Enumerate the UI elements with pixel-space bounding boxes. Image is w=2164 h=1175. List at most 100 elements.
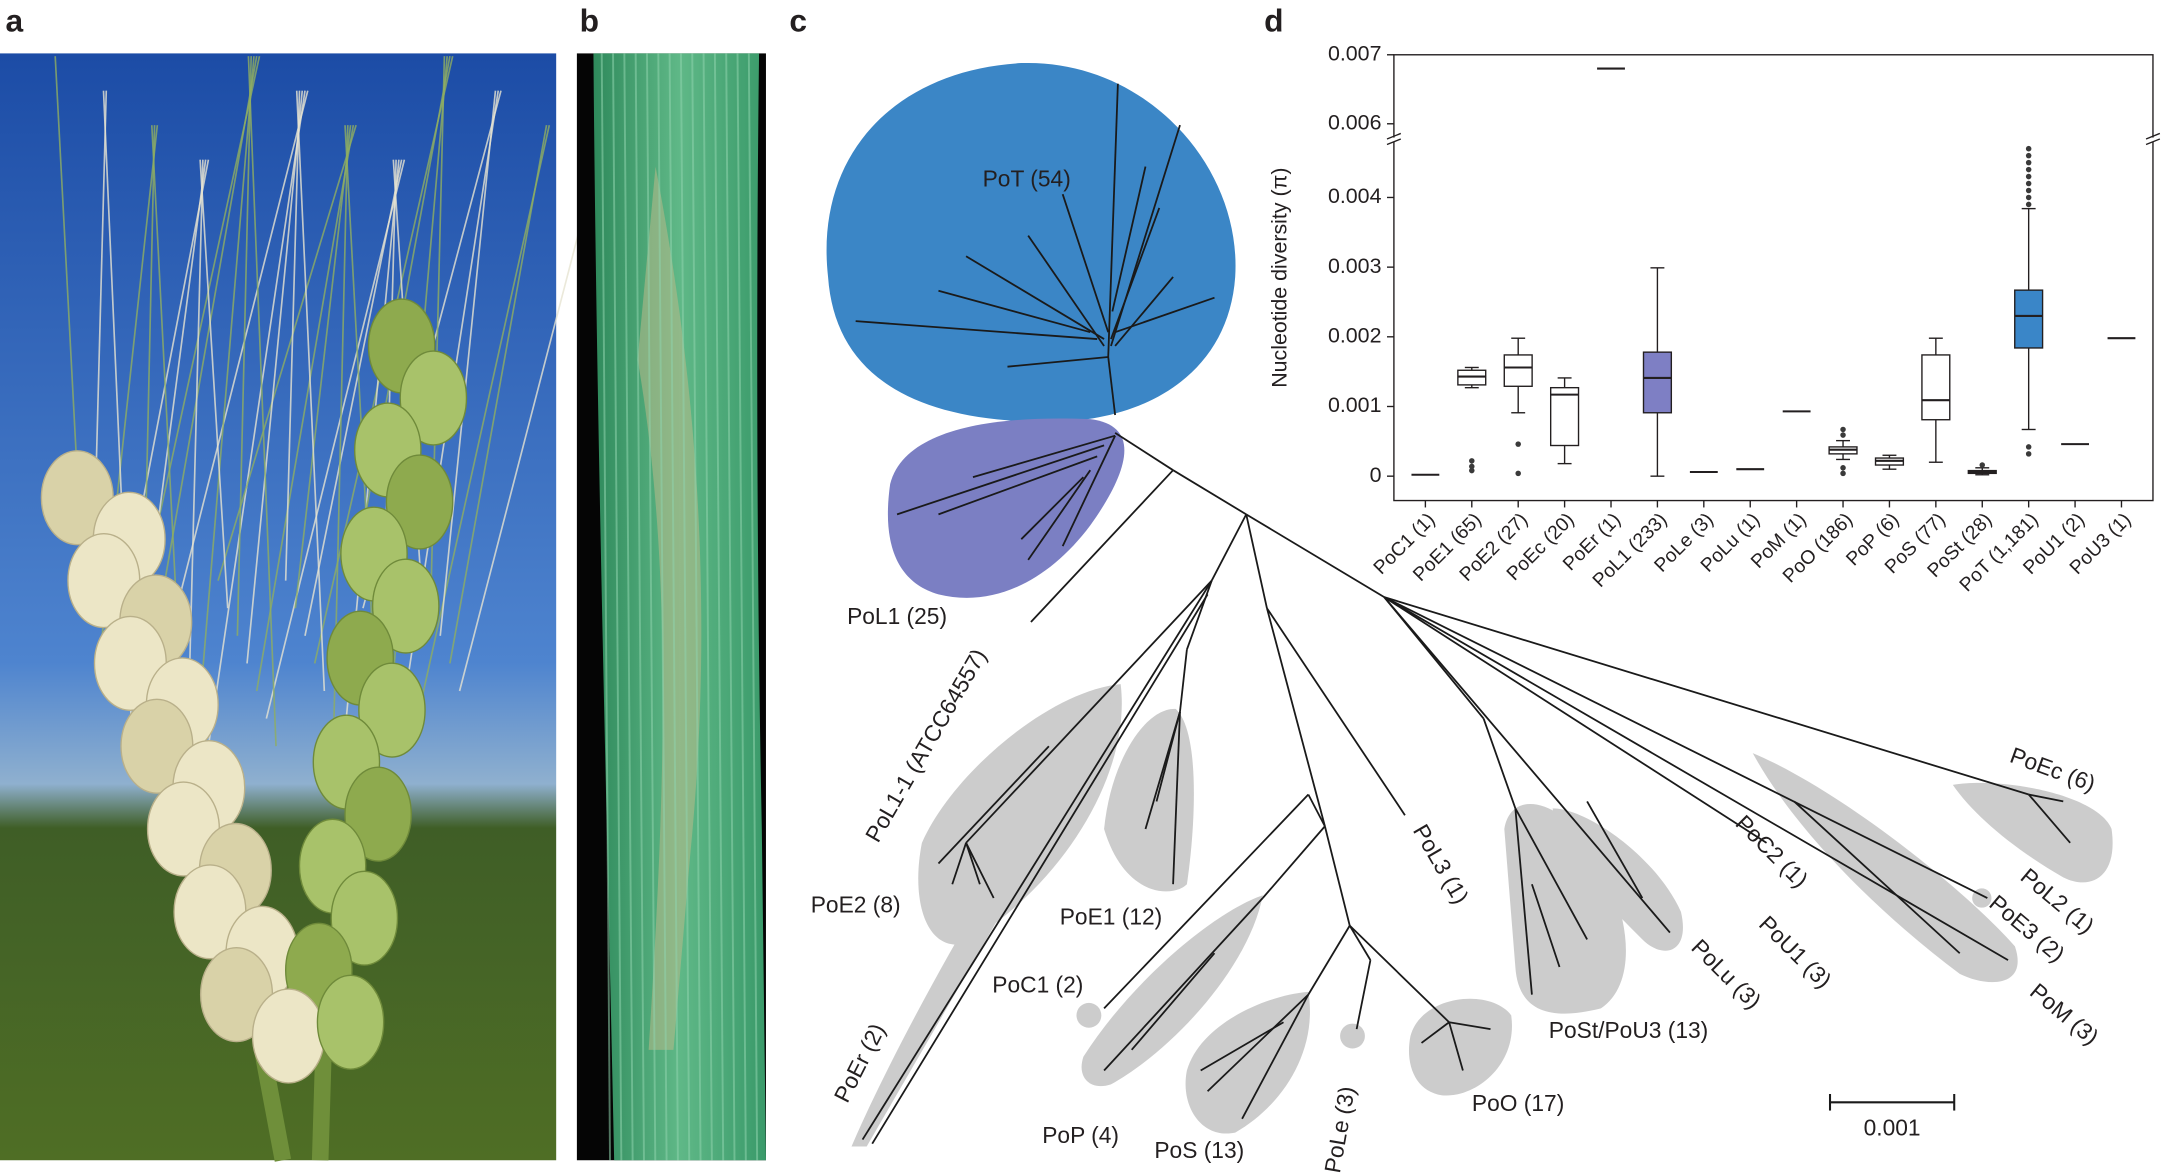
- panel-label: c: [789, 2, 807, 38]
- clade-label: PoP (4): [1042, 1122, 1119, 1148]
- awn: [236, 56, 253, 636]
- awn: [199, 159, 229, 609]
- branch: [1061, 435, 1116, 547]
- leaf-vein: [736, 53, 747, 1161]
- branch: [1531, 883, 1561, 968]
- spikelet: [358, 662, 426, 758]
- panel-label: a: [6, 2, 24, 38]
- y-tick-label: 0: [1370, 463, 1382, 487]
- clade-blobs: [851, 684, 2113, 1147]
- outlier: [2025, 444, 2032, 450]
- branch: [1179, 649, 1188, 712]
- clade-blob: [1104, 708, 1194, 892]
- awn: [304, 159, 403, 636]
- clade-label: PoE1 (12): [1060, 904, 1163, 930]
- branch: [1420, 1021, 1450, 1044]
- awn: [265, 159, 406, 719]
- outlier: [2025, 173, 2032, 180]
- branch: [1355, 959, 1372, 1030]
- clade-label: PoT (54): [983, 165, 1071, 191]
- clade-blob: [1340, 1023, 1365, 1049]
- outlier: [2025, 152, 2032, 159]
- branch: [965, 842, 981, 885]
- awn: [207, 90, 306, 747]
- outlier: [1840, 465, 1846, 471]
- spikelet: [316, 974, 385, 1070]
- branch: [1266, 607, 1326, 827]
- awn: [333, 125, 349, 719]
- leaf-vein: [634, 53, 645, 1161]
- branch: [965, 842, 995, 899]
- clade-label: PoLu (3): [1686, 934, 1766, 1014]
- spikelet: [399, 350, 468, 446]
- branch: [1030, 469, 1174, 623]
- leaf-vein: [679, 53, 691, 1161]
- box: [1457, 369, 1487, 386]
- branch: [1172, 711, 1181, 885]
- clade-label: PoLe (3): [1319, 1084, 1360, 1175]
- outlier: [2025, 145, 2032, 152]
- axis-break-mark: [2145, 132, 2161, 140]
- spikelet: [385, 454, 454, 550]
- branch: [1266, 607, 1406, 816]
- branch: [1007, 356, 1109, 368]
- leaf-vein: [668, 53, 679, 1161]
- labels: a b c d: [6, 2, 1284, 38]
- branch: [1020, 476, 1085, 540]
- y-tick-label: 0.006: [1328, 110, 1382, 134]
- clade-blob: [887, 418, 1125, 598]
- branch: [1186, 580, 1213, 650]
- clade-blob: [918, 684, 1122, 945]
- branch: [1383, 596, 1768, 844]
- spikelet: [371, 558, 440, 654]
- branch: [1586, 800, 1644, 899]
- awn: [197, 56, 255, 719]
- awn: [246, 90, 304, 664]
- clade-blob: [1076, 1002, 1102, 1028]
- outlier: [1840, 432, 1846, 438]
- branch: [1241, 994, 1310, 1120]
- outlier: [2025, 194, 2032, 201]
- branch: [855, 320, 1098, 340]
- outlier: [1469, 463, 1475, 470]
- clade-blob: [851, 691, 1121, 1147]
- branch: [1103, 793, 1309, 1010]
- branch: [1111, 166, 1147, 312]
- branch: [2028, 793, 2064, 803]
- outlier: [2025, 159, 2032, 166]
- awn: [294, 125, 352, 609]
- wheat-photo: [0, 53, 599, 1162]
- branch: [1793, 800, 1961, 954]
- branch: [1349, 924, 1450, 1023]
- branch: [1307, 925, 1351, 996]
- branch: [1245, 514, 1268, 609]
- outlier: [2025, 201, 2032, 208]
- y-tick-label: 0.004: [1328, 184, 1382, 208]
- leaf-vein: [725, 53, 736, 1161]
- branch: [1027, 235, 1105, 347]
- branch: [1107, 83, 1119, 358]
- leaf-vein: [646, 53, 657, 1161]
- box: [1503, 354, 1533, 387]
- branch: [1324, 826, 1351, 926]
- leaf-vein: [702, 53, 713, 1161]
- awn: [149, 159, 207, 581]
- clade-label: PoSt/PoU3 (13): [1549, 1017, 1708, 1043]
- branch: [1110, 207, 1161, 340]
- branch: [2028, 793, 2071, 844]
- phylogenetic-tree: 0.001 PoT (54)PoL1 (25)PoL1-1 (ATCC64557…: [811, 62, 2113, 1175]
- branch: [1144, 711, 1181, 830]
- clade-label: PoS (13): [1154, 1137, 1244, 1163]
- clade-label: PoL1 (25): [847, 603, 947, 629]
- box: [2014, 289, 2044, 349]
- spikelet: [344, 766, 412, 862]
- branch: [1131, 952, 1216, 1051]
- branch: [1514, 807, 1588, 940]
- branch: [1348, 925, 1372, 961]
- branch: [861, 580, 1213, 1141]
- y-tick-label: 0.007: [1328, 41, 1382, 65]
- branch: [938, 289, 1091, 334]
- outlier: [1840, 470, 1846, 477]
- branch: [1107, 356, 1117, 416]
- axis-break-gap: [1388, 137, 1400, 142]
